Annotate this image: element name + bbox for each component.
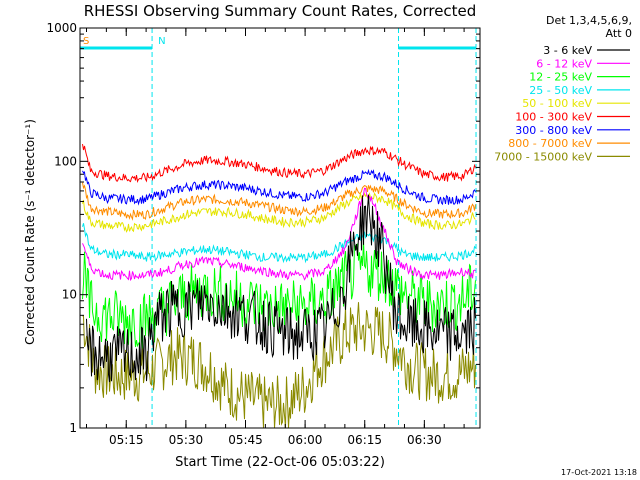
plot-frame (79, 27, 481, 429)
legend-label-2: 12 - 25 keV (529, 71, 592, 84)
axes: 1 10 100 1000 05:15 05:30 05:45 06:00 06:15 06:30 (46, 21, 481, 447)
y-axis-label: Corrected Count Rate (s⁻¹ detector⁻¹) (23, 119, 37, 345)
x-tick-label-3: 06:00 (288, 433, 323, 447)
y-tick-label-2: 100 (54, 154, 77, 168)
footer-date: 17-Oct-2021 13:18 (561, 468, 637, 477)
legend-title: Det 1,3,4,5,6,9, (546, 14, 632, 27)
x-tick-label-5: 06:30 (407, 433, 442, 447)
vertical-markers (79, 28, 477, 428)
y-tick-label-1: 10 (62, 288, 77, 302)
legend-label-5: 100 - 300 keV (515, 111, 592, 124)
legend-label-8: 7000 - 15000 keV (494, 150, 592, 163)
legend-label-0: 3 - 6 keV (543, 44, 592, 57)
legend-subtitle: Att 0 (606, 27, 632, 40)
series-line-3 (82, 223, 476, 264)
flag-s: S (83, 36, 89, 47)
x-tick-label-0: 05:15 (109, 433, 144, 447)
y-tick-label-3: 1000 (46, 21, 77, 35)
legend-label-7: 800 - 7000 keV (508, 137, 592, 150)
series-lines (82, 144, 476, 429)
legend-label-3: 25 - 50 keV (529, 84, 592, 97)
series-line-2 (82, 240, 476, 349)
series-line-7 (82, 182, 476, 221)
series-line-5 (82, 144, 476, 184)
series-line-4 (82, 192, 476, 233)
x-axis-label: Start Time (22-Oct-06 05:03:22) (175, 455, 385, 470)
flag-n: N (158, 36, 165, 47)
legend-label-1: 6 - 12 keV (536, 57, 592, 70)
x-tick-label-2: 05:45 (228, 433, 263, 447)
series-line-1 (82, 187, 476, 282)
y-tick-label-0: 1 (69, 421, 77, 435)
x-tick-label-4: 06:15 (347, 433, 382, 447)
x-tick-label-1: 05:30 (169, 433, 204, 447)
series-line-6 (82, 168, 476, 206)
legend-label-6: 300 - 800 keV (515, 124, 592, 137)
series-line-0 (86, 194, 476, 383)
chart-title: RHESSI Observing Summary Count Rates, Co… (84, 2, 477, 20)
legend-label-4: 50 - 100 keV (522, 97, 592, 110)
